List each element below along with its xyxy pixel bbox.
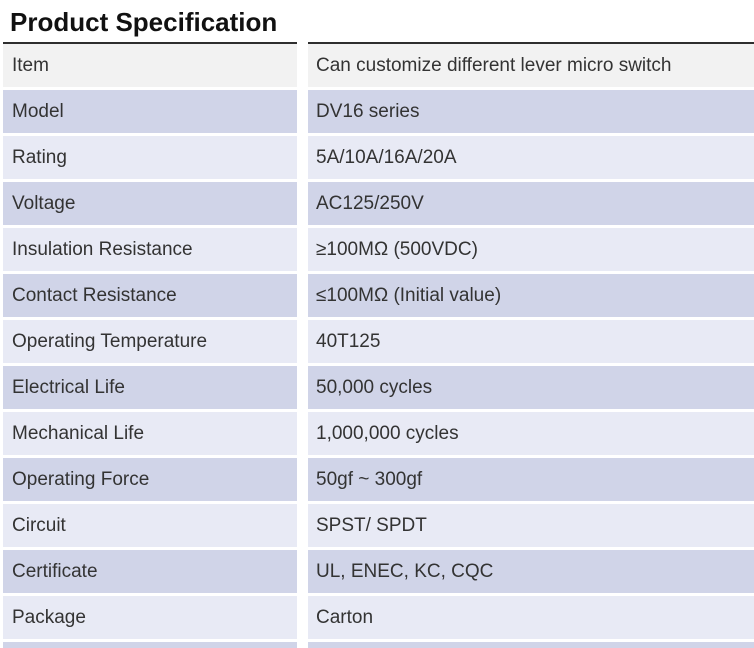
spec-row-label: Model bbox=[3, 90, 297, 133]
spec-row: Insulation Resistance ≥100MΩ (500VDC) bbox=[3, 228, 754, 271]
spec-row-label: Circuit bbox=[3, 504, 297, 547]
spec-row-label: Contact Resistance bbox=[3, 274, 297, 317]
spec-row-value: UL, ENEC, KC, CQC bbox=[308, 550, 754, 593]
spec-table: Item Can customize different lever micro … bbox=[3, 42, 754, 648]
spec-row-label: Operating Force bbox=[3, 458, 297, 501]
spec-row-label: Voltage bbox=[3, 182, 297, 225]
spec-row-value: Carton bbox=[308, 596, 754, 639]
page-title: Product Specification bbox=[10, 7, 278, 37]
spec-row-value: AC125/250V bbox=[308, 182, 754, 225]
spec-row-label: Certificate bbox=[3, 550, 297, 593]
spec-row: Item Can customize different lever micro … bbox=[3, 42, 754, 87]
spec-row-label: Operating Temperature bbox=[3, 320, 297, 363]
spec-row: Voltage AC125/250V bbox=[3, 182, 754, 225]
spec-row-value: 5A/10A/16A/20A bbox=[308, 136, 754, 179]
spec-row: Mechanical Life 1,000,000 cycles bbox=[3, 412, 754, 455]
spec-row: Contact Resistance ≤100MΩ (Initial value) bbox=[3, 274, 754, 317]
spec-row-label: Mechanical Life bbox=[3, 412, 297, 455]
cutoff-label-cell bbox=[3, 642, 297, 648]
spec-row-value: 1,000,000 cycles bbox=[308, 412, 754, 455]
spec-row-label: Item bbox=[3, 42, 297, 87]
spec-row-value: DV16 series bbox=[308, 90, 754, 133]
spec-row-label: Electrical Life bbox=[3, 366, 297, 409]
spec-table-body: Item Can customize different lever micro … bbox=[3, 42, 754, 639]
spec-row-label: Rating bbox=[3, 136, 297, 179]
spec-row-value: SPST/ SPDT bbox=[308, 504, 754, 547]
cutoff-row bbox=[3, 642, 754, 648]
cutoff-value-cell bbox=[308, 642, 754, 648]
spec-row: Rating 5A/10A/16A/20A bbox=[3, 136, 754, 179]
spec-row: Certificate UL, ENEC, KC, CQC bbox=[3, 550, 754, 593]
spec-row-value: ≤100MΩ (Initial value) bbox=[308, 274, 754, 317]
spec-row-label: Insulation Resistance bbox=[3, 228, 297, 271]
spec-row: Circuit SPST/ SPDT bbox=[3, 504, 754, 547]
spec-row-value: 40T125 bbox=[308, 320, 754, 363]
spec-row: Package Carton bbox=[3, 596, 754, 639]
spec-row: Operating Temperature 40T125 bbox=[3, 320, 754, 363]
spec-row-value: ≥100MΩ (500VDC) bbox=[308, 228, 754, 271]
spec-row: Operating Force 50gf ~ 300gf bbox=[3, 458, 754, 501]
spec-row-label: Package bbox=[3, 596, 297, 639]
spec-row-value: Can customize different lever micro swit… bbox=[308, 42, 754, 87]
spec-row-value: 50gf ~ 300gf bbox=[308, 458, 754, 501]
spec-row-value: 50,000 cycles bbox=[308, 366, 754, 409]
spec-row: Model DV16 series bbox=[3, 90, 754, 133]
spec-row: Electrical Life 50,000 cycles bbox=[3, 366, 754, 409]
